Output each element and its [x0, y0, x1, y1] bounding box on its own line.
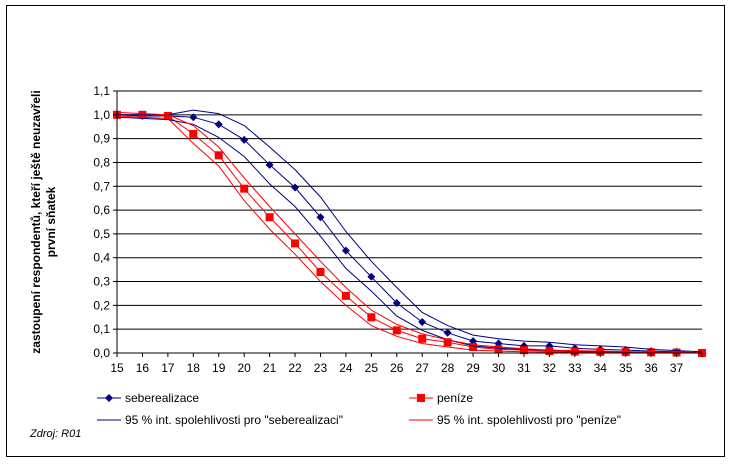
ci-upper-line-2: [117, 109, 703, 353]
penize-point-12: [418, 334, 427, 343]
x-tick-label-8: 23: [314, 361, 328, 375]
x-tick-label-21: 36: [644, 361, 658, 375]
x-tick-label-13: 28: [441, 361, 455, 375]
penize-point-6: [265, 213, 274, 222]
legend-label-0: seberealizace: [125, 391, 199, 405]
y-tick-label-6: 0,6: [93, 203, 110, 217]
seberealizace-point-11: [392, 298, 401, 307]
legend-label-1: peníze: [437, 391, 473, 405]
penize-point-13: [443, 338, 452, 347]
penize-point-4: [214, 151, 223, 160]
x-tick-label-18: 33: [568, 361, 582, 375]
x-tick-label-2: 17: [161, 361, 175, 375]
x-tick-label-0: 15: [110, 361, 124, 375]
y-tick-label-0: 0,0: [93, 346, 110, 360]
x-tick-label-5: 20: [237, 361, 251, 375]
ci-lower-line-2: [116, 116, 703, 354]
y-tick-label-10: 1,0: [93, 108, 110, 122]
penize-point-10: [367, 313, 376, 322]
penize-point-14: [469, 343, 478, 352]
y-tick-label-8: 0,8: [93, 155, 110, 169]
y-tick-labels: 0,0 0,1 0,2 0,3 0,4 0,5 0,6 0,7 0,8 0,9 1,0 1,1: [93, 84, 110, 360]
legend-marker-diamond: [105, 394, 113, 402]
seberealizace-point-13: [443, 328, 452, 337]
seberealizace-point-10: [367, 272, 376, 281]
series-line-0: [116, 114, 703, 354]
x-tick-label-15: 30: [492, 361, 506, 375]
x-tick-label-16: 31: [517, 361, 531, 375]
x-tick-labels: 15 16 17 18 19 20 21 22 23 24 25 26 27 28 29 30 31 32 33 34…: [110, 361, 683, 375]
penize-point-16: [519, 346, 528, 355]
seberealizace-point-8: [316, 213, 325, 222]
y-tick-label-7: 0,7: [93, 179, 110, 193]
x-tick-label-14: 29: [466, 361, 480, 375]
y-tick-label-3: 0,3: [93, 275, 110, 289]
seberealizace-point-9: [341, 246, 350, 255]
x-tick-label-19: 34: [594, 361, 608, 375]
x-tick-label-7: 22: [288, 361, 302, 375]
x-tick-label-11: 26: [390, 361, 404, 375]
y-tick-label-2: 0,2: [93, 298, 110, 312]
seberealizace-point-5: [240, 135, 249, 144]
penize-point-2: [163, 112, 172, 121]
seberealizace-point-3: [189, 113, 198, 122]
ci-lower-line-3: [116, 115, 702, 354]
penize-point-17: [545, 347, 554, 356]
x-tick-label-10: 25: [365, 361, 379, 375]
penize-point-5: [240, 184, 249, 193]
y-axis-label-line2: první sňatek: [44, 186, 58, 257]
x-tick-label-4: 19: [212, 361, 226, 375]
x-tick-label-9: 24: [339, 361, 353, 375]
penize-point-15: [494, 345, 503, 354]
seberealizace-point-12: [418, 318, 427, 327]
gridlines: [117, 90, 702, 330]
x-tick-label-20: 35: [619, 361, 633, 375]
y-tick-label-5: 0,5: [93, 227, 110, 241]
legend: seberealizace peníze 95 % int. spolehlivos…: [97, 391, 621, 427]
x-tick-label-1: 16: [136, 361, 150, 375]
penize-point-9: [341, 291, 350, 300]
x-tick-label-3: 18: [187, 361, 201, 375]
ci-upper-line-3: [116, 111, 703, 354]
source-note: Zdroj: R01: [29, 428, 81, 440]
y-tick-label-1: 0,1: [93, 322, 110, 336]
axes: [113, 90, 703, 357]
legend-marker-square: [417, 394, 425, 402]
x-tick-label-17: 32: [543, 361, 557, 375]
y-tick-label-4: 0,4: [93, 251, 110, 265]
chart-frame: 0,0 0,1 0,2 0,3 0,4 0,5 0,6 0,7 0,8 0,9 1,0 1,1 15 1…: [6, 5, 725, 457]
x-tick-label-6: 21: [263, 361, 277, 375]
y-axis-label-line1: zastoupení respondentů, kteří ještě neuz…: [29, 90, 43, 353]
x-tick-label-22: 37: [670, 361, 684, 375]
penize-point-3: [189, 129, 198, 138]
legend-label-3: 95 % int. spolehlivosti pro "peníze": [437, 413, 621, 427]
y-tick-label-11: 1,1: [93, 84, 110, 98]
chart: 0,00,10,20,30,40,50,60,70,80,91,01,1 15 1…: [29, 84, 706, 440]
seberealizace-point-4: [214, 120, 223, 129]
penize-point-8: [316, 268, 325, 277]
penize-point-11: [392, 326, 401, 335]
seberealizace-point-6: [265, 160, 274, 169]
y-tick-label-9: 0,9: [93, 132, 110, 146]
legend-label-2: 95 % int. spolehlivosti pro "seberealiza…: [125, 413, 343, 427]
penize-point-7: [291, 239, 300, 248]
seberealizace-point-7: [291, 183, 300, 192]
x-tick-label-12: 27: [416, 361, 430, 375]
